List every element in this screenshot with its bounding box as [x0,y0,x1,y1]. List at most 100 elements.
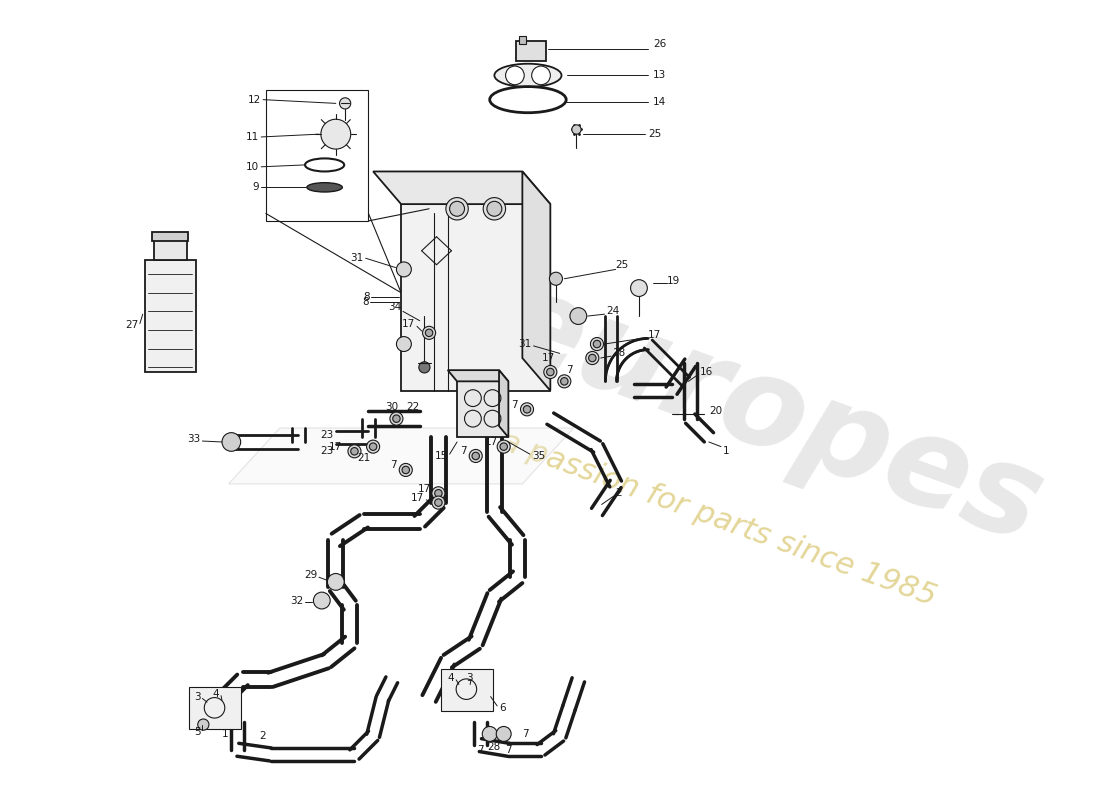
Bar [189,687,241,730]
Circle shape [572,125,581,134]
Ellipse shape [494,64,561,87]
Circle shape [588,354,596,362]
Circle shape [389,412,403,425]
Circle shape [432,486,444,500]
Circle shape [630,280,647,297]
Text: 7: 7 [477,745,484,754]
Text: 28: 28 [487,742,500,752]
Circle shape [366,440,379,453]
Text: 12: 12 [248,94,261,105]
Bar [152,232,188,242]
Text: 32: 32 [290,595,304,606]
Polygon shape [229,428,574,484]
Circle shape [198,719,209,730]
Circle shape [314,592,330,609]
Text: 3: 3 [194,692,200,702]
Text: 19: 19 [667,276,680,286]
Text: 26: 26 [653,38,667,49]
Text: 33: 33 [187,434,200,444]
Circle shape [450,202,464,216]
Bar [154,239,187,260]
Circle shape [520,402,534,416]
Text: 17: 17 [402,318,415,329]
Text: 29: 29 [304,570,317,580]
Text: 23: 23 [320,430,333,441]
Bar [266,90,368,221]
Circle shape [549,272,562,286]
Circle shape [558,375,571,388]
Polygon shape [402,204,550,390]
Circle shape [524,406,530,413]
Polygon shape [499,370,508,438]
Text: 27: 27 [124,320,139,330]
Text: 11: 11 [246,132,260,142]
Text: 17: 17 [485,437,498,447]
Circle shape [446,198,469,220]
Circle shape [591,338,604,350]
Text: 23: 23 [320,446,333,456]
Bar [144,260,196,372]
Text: 30: 30 [385,402,398,413]
Ellipse shape [307,182,342,192]
Circle shape [432,496,444,509]
Text: 7: 7 [522,729,529,739]
Text: 14: 14 [653,97,667,106]
Text: 20: 20 [708,406,722,416]
Text: 31: 31 [518,339,531,349]
Text: 17: 17 [542,353,556,363]
Circle shape [370,443,377,450]
Bar [518,36,526,44]
Circle shape [472,452,480,460]
Circle shape [340,98,351,109]
Circle shape [500,443,507,450]
Text: 7: 7 [512,400,518,410]
Bar [516,41,546,62]
Text: 2: 2 [260,730,266,741]
Circle shape [419,362,430,373]
Circle shape [482,726,497,742]
Circle shape [531,66,550,85]
Polygon shape [448,370,508,382]
Text: 6: 6 [499,703,506,713]
Circle shape [483,198,506,220]
Text: a passion for parts since 1985: a passion for parts since 1985 [497,427,939,612]
Text: 17: 17 [411,493,425,503]
Circle shape [422,326,436,339]
Circle shape [506,66,525,85]
Circle shape [426,329,432,337]
Circle shape [348,445,361,458]
Circle shape [434,499,442,506]
Polygon shape [373,171,550,204]
Text: 1: 1 [222,729,229,739]
Text: 7: 7 [390,460,397,470]
Circle shape [321,119,351,149]
Text: 25: 25 [616,260,629,270]
Circle shape [586,351,598,365]
Text: 31: 31 [351,254,364,263]
Circle shape [328,574,344,590]
Text: 7: 7 [460,446,466,456]
Circle shape [396,337,411,351]
Polygon shape [458,382,508,438]
Text: 34: 34 [388,302,401,312]
Circle shape [351,447,359,455]
Polygon shape [522,171,550,390]
Circle shape [222,433,241,451]
Circle shape [543,366,557,378]
Circle shape [470,450,482,462]
Circle shape [593,340,601,348]
Text: 17: 17 [329,442,342,452]
Text: 13: 13 [653,70,667,80]
Text: 1: 1 [723,446,729,456]
Circle shape [570,308,586,325]
Circle shape [396,262,411,277]
Text: 4: 4 [448,673,454,683]
Circle shape [497,440,510,453]
Text: 8: 8 [363,292,370,302]
Text: 7: 7 [505,745,512,754]
Circle shape [496,726,512,742]
Text: europes: europes [481,261,1058,570]
Circle shape [547,368,554,376]
Text: 9: 9 [253,182,260,192]
Circle shape [393,415,400,422]
